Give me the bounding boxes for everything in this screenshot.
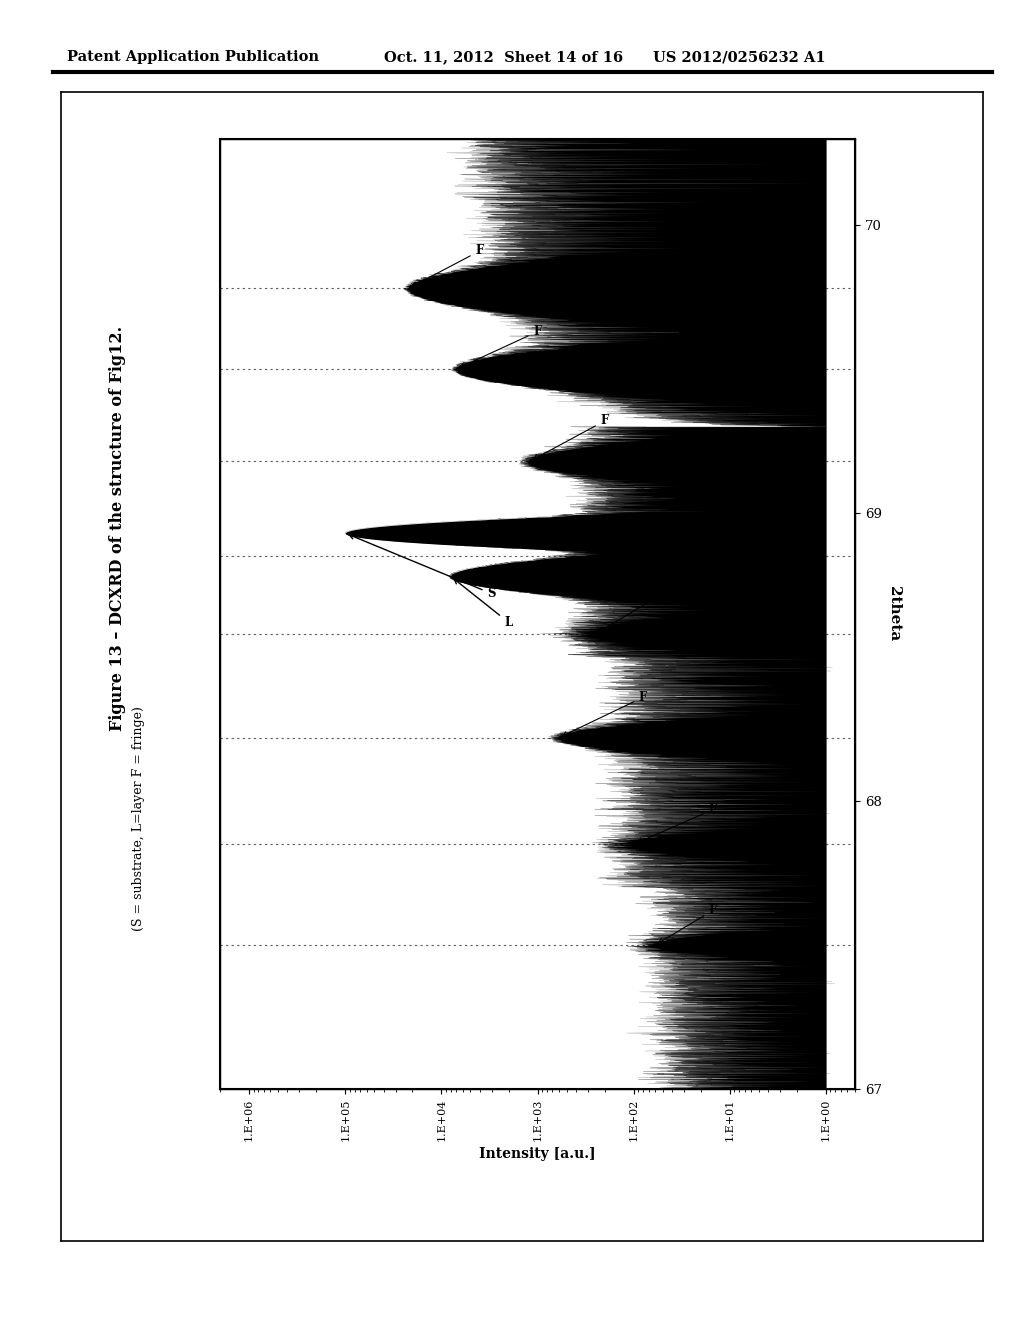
Text: F: F <box>412 244 483 286</box>
Text: F: F <box>658 904 717 942</box>
Text: US 2012/0256232 A1: US 2012/0256232 A1 <box>653 50 826 65</box>
Text: F: F <box>599 587 667 632</box>
Text: L: L <box>454 579 513 628</box>
Text: Patent Application Publication: Patent Application Publication <box>67 50 318 65</box>
Text: F: F <box>460 325 542 367</box>
Y-axis label: 2theta: 2theta <box>887 586 901 642</box>
Text: F: F <box>562 690 647 737</box>
Text: F: F <box>638 803 717 843</box>
Text: F: F <box>534 414 609 459</box>
Text: Figure 13 – DCXRD of the structure of Fig12.: Figure 13 – DCXRD of the structure of Fi… <box>110 326 126 730</box>
Text: Oct. 11, 2012  Sheet 14 of 16: Oct. 11, 2012 Sheet 14 of 16 <box>384 50 624 65</box>
Text: (S = substrate, L=layer F = fringe): (S = substrate, L=layer F = fringe) <box>132 706 144 931</box>
Text: S: S <box>349 535 496 601</box>
X-axis label: Intensity [a.u.]: Intensity [a.u.] <box>479 1147 596 1160</box>
